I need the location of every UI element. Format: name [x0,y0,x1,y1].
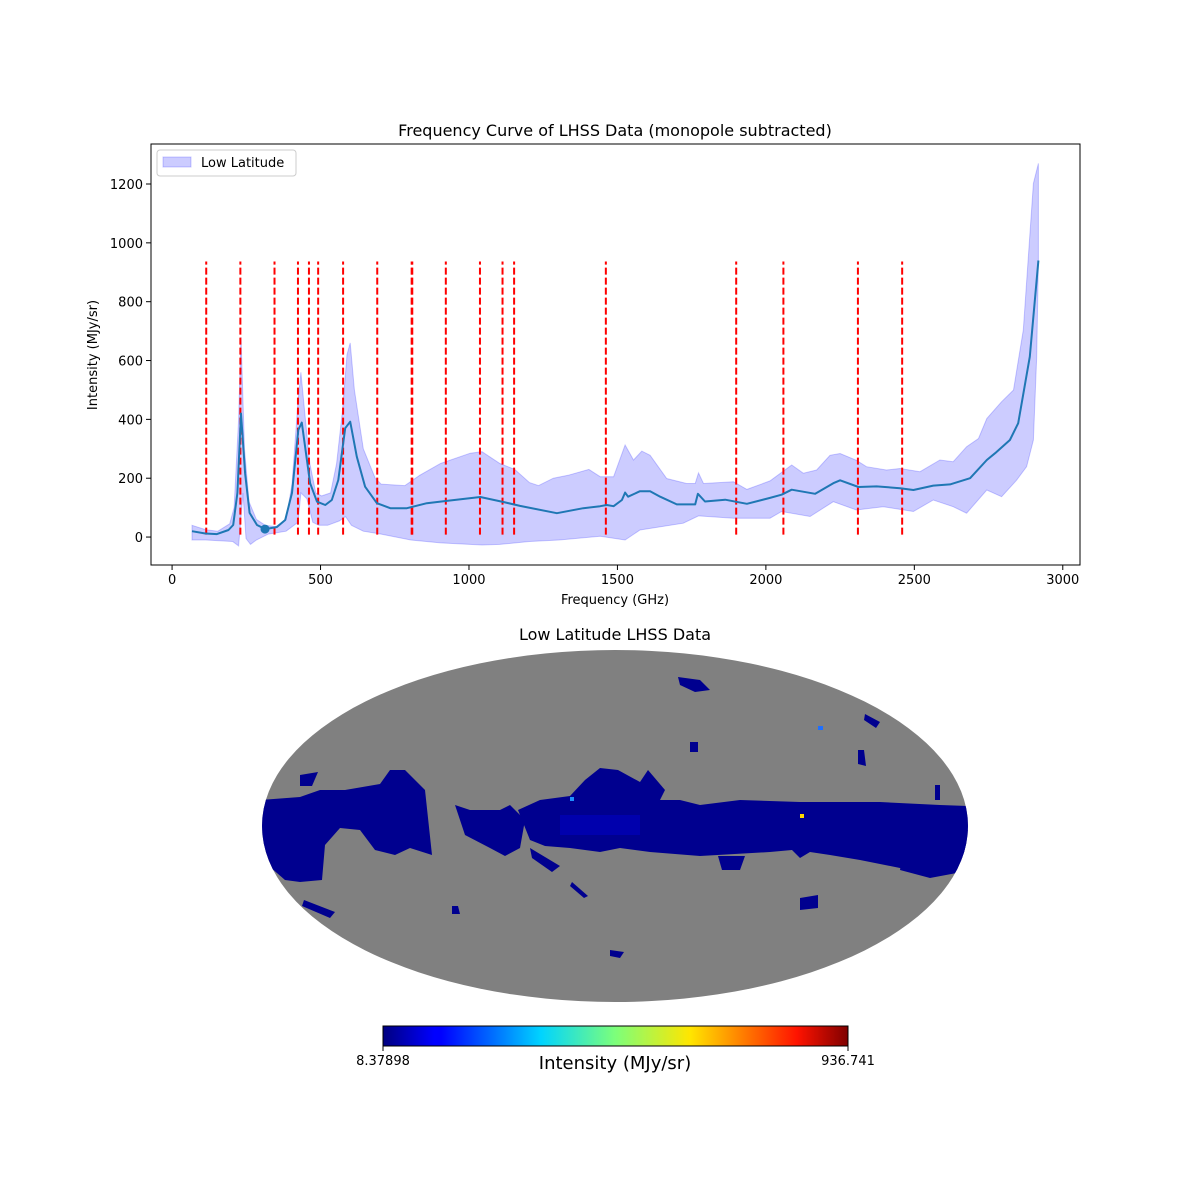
data-region [530,848,560,872]
data-region [935,785,940,800]
x-tick-label: 0 [168,573,176,588]
x-axis-ticks: 0 500 1000 1500 2000 2500 3000 [168,565,1079,588]
bright-pixel [800,814,804,818]
colorbar-gradient [382,1025,849,1047]
colorbar: 8.37898 936.741 Intensity (MJy/sr) [356,1025,875,1074]
y-tick-label: 200 [118,472,143,487]
y-tick-label: 1200 [110,178,143,193]
y-tick-label: 800 [118,296,143,311]
data-region [864,714,880,728]
x-tick-label: 3000 [1046,573,1079,588]
reference-lines [205,261,904,535]
y-axis-ticks: 0 200 400 600 800 1000 1200 [110,178,151,546]
data-region [690,742,698,752]
marker-point [260,524,270,534]
y-tick-label: 1000 [110,237,143,252]
data-region [610,950,624,958]
data-region [800,895,818,910]
legend-label: Low Latitude [201,156,284,171]
y-tick-label: 0 [135,531,143,546]
legend: Low Latitude [156,149,297,177]
x-tick-label: 1000 [452,573,485,588]
data-region [678,677,710,692]
bright-pixel [570,797,574,801]
frequency-chart: Frequency Curve of LHSS Data (monopole s… [86,121,1081,608]
data-region [900,820,968,878]
plot-area [191,163,1040,547]
bright-pixels [560,726,823,835]
chart-title: Frequency Curve of LHSS Data (monopole s… [398,121,832,140]
bright-pixel [818,726,823,730]
data-region [262,770,432,882]
plot-frame [150,143,1081,566]
legend-swatch [162,156,192,168]
mean-intensity-line [191,260,1040,536]
data-region [718,856,745,870]
data-region [858,750,866,766]
y-tick-label: 600 [118,355,143,370]
x-tick-label: 2500 [898,573,931,588]
data-region [300,772,318,786]
sky-map: Low Latitude LHSS Data [262,625,968,1074]
map-title: Low Latitude LHSS Data [519,625,711,644]
galactic-plane-data [262,677,968,958]
x-tick-label: 500 [308,573,333,588]
y-tick-label: 400 [118,413,143,428]
x-tick-label: 1500 [601,573,634,588]
x-axis-label: Frequency (GHz) [561,593,669,608]
brighter-region [560,815,640,835]
data-region [302,900,335,918]
colorbar-max-label: 936.741 [821,1054,875,1069]
data-region [518,768,968,872]
y-axis-label: Intensity (MJy/sr) [86,300,101,410]
colorbar-label: Intensity (MJy/sr) [539,1053,691,1074]
data-region [570,882,588,898]
data-region [455,805,525,856]
colorbar-min-label: 8.37898 [356,1054,410,1069]
data-region [452,906,460,914]
x-tick-label: 2000 [749,573,782,588]
legend-box [156,149,297,177]
